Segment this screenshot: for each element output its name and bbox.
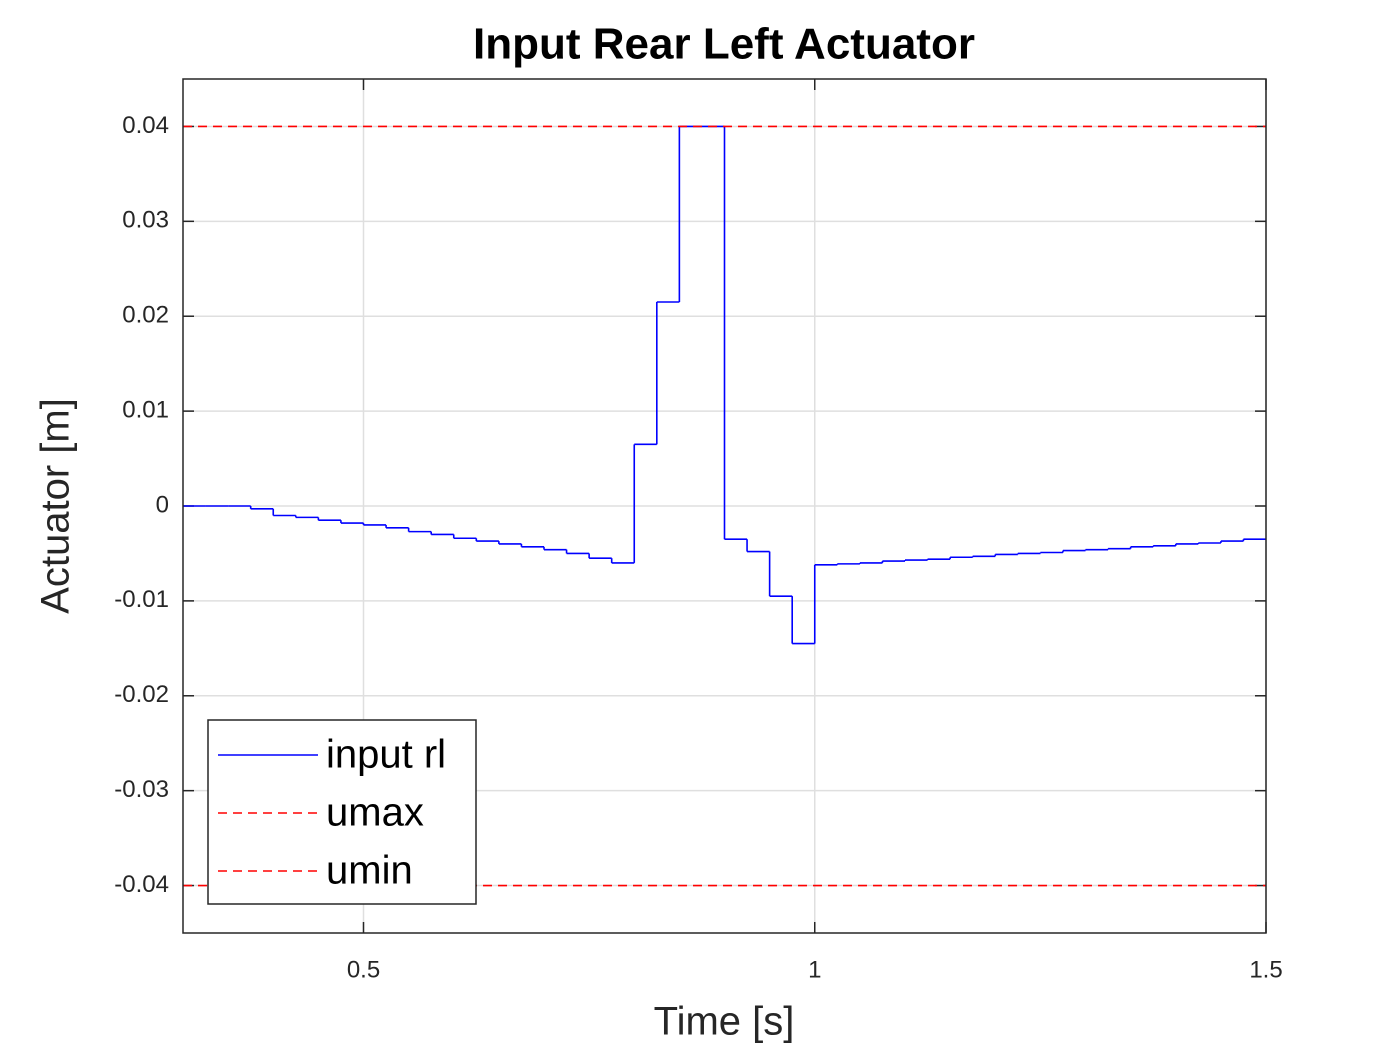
y-tick-label: 0.04	[122, 112, 169, 139]
x-tick-label: 1	[808, 956, 821, 983]
y-tick-label: 0.02	[122, 302, 169, 329]
legend: input rl umax umin	[207, 719, 477, 905]
y-tick-label: -0.04	[114, 871, 169, 898]
x-axis-label: Time [s]	[654, 1000, 795, 1044]
y-tick-label: 0.01	[122, 396, 169, 423]
chart-title: Input Rear Left Actuator	[473, 20, 975, 69]
y-tick-label: -0.02	[114, 681, 169, 708]
x-tick-label: 0.5	[347, 956, 380, 983]
y-tick-label: -0.03	[114, 776, 169, 803]
y-tick-label: -0.01	[114, 586, 169, 613]
legend-label: input rl	[326, 733, 446, 777]
y-tick-label: 0.03	[122, 207, 169, 234]
y-axis-label: Actuator [m]	[34, 398, 78, 614]
legend-box	[207, 719, 477, 905]
y-tick-label: 0	[156, 491, 169, 518]
x-tick-label: 1.5	[1249, 956, 1282, 983]
plot-frame	[182, 78, 1267, 934]
legend-label: umax	[326, 791, 424, 835]
legend-label: umin	[326, 849, 413, 893]
